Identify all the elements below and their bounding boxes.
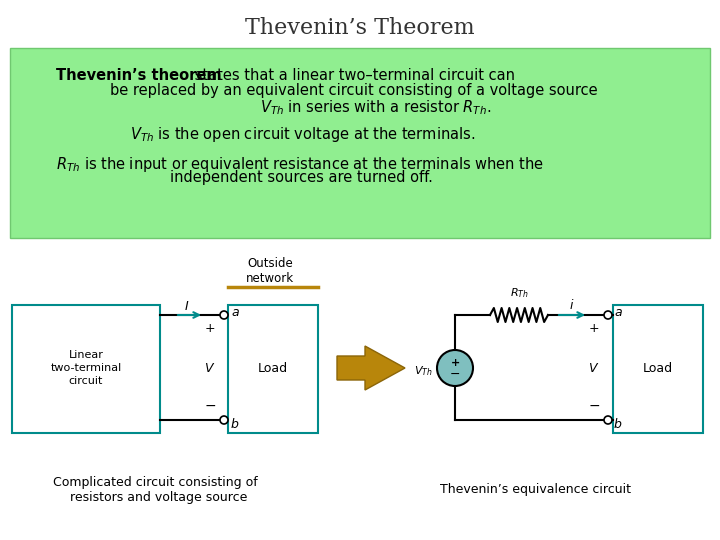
- Text: independent sources are turned off.: independent sources are turned off.: [170, 170, 433, 185]
- Text: Linear
two-terminal
circuit: Linear two-terminal circuit: [50, 350, 122, 386]
- Circle shape: [220, 311, 228, 319]
- Text: $V$: $V$: [588, 361, 600, 375]
- Text: −: −: [588, 399, 600, 413]
- Text: be replaced by an equivalent circuit consisting of a voltage source: be replaced by an equivalent circuit con…: [110, 83, 598, 98]
- Text: +: +: [451, 358, 459, 368]
- Text: $I$: $I$: [184, 300, 189, 313]
- Text: Thevenin’s equivalence circuit: Thevenin’s equivalence circuit: [439, 483, 631, 496]
- Circle shape: [437, 350, 473, 386]
- Text: $\mathit{V_{Th}}$ is the open circuit voltage at the terminals.: $\mathit{V_{Th}}$ is the open circuit vo…: [130, 125, 475, 144]
- Text: Load: Load: [258, 361, 288, 375]
- Circle shape: [604, 311, 612, 319]
- Text: Load: Load: [643, 361, 673, 375]
- Text: b: b: [614, 417, 622, 430]
- Polygon shape: [337, 346, 405, 390]
- Text: −: −: [204, 399, 216, 413]
- Text: b: b: [231, 417, 239, 430]
- Text: a: a: [614, 307, 621, 320]
- Text: $\mathit{V_{Th}}$ in series with a resistor $\mathit{R_{Th}}$.: $\mathit{V_{Th}}$ in series with a resis…: [260, 98, 491, 117]
- Text: $i$: $i$: [570, 298, 575, 312]
- FancyBboxPatch shape: [12, 305, 160, 433]
- Circle shape: [220, 416, 228, 424]
- Text: $R_{Th}$: $R_{Th}$: [510, 286, 528, 300]
- Text: Complicated circuit consisting of
  resistors and voltage source: Complicated circuit consisting of resist…: [53, 476, 257, 504]
- FancyBboxPatch shape: [613, 305, 703, 433]
- Text: a: a: [231, 307, 238, 320]
- Text: Thevenin’s Theorem: Thevenin’s Theorem: [246, 17, 474, 39]
- FancyBboxPatch shape: [10, 48, 710, 238]
- Text: $V$: $V$: [204, 361, 216, 375]
- Text: $V_{Th}$: $V_{Th}$: [414, 364, 433, 378]
- Text: states that a linear two–terminal circuit can: states that a linear two–terminal circui…: [190, 68, 515, 83]
- Text: +: +: [204, 322, 215, 335]
- FancyBboxPatch shape: [228, 305, 318, 433]
- Text: Thevenin’s theorem: Thevenin’s theorem: [56, 68, 222, 83]
- Text: $\mathit{R_{Th}}$ is the input or equivalent resistance at the terminals when th: $\mathit{R_{Th}}$ is the input or equiva…: [56, 155, 544, 174]
- Text: Outside
network: Outside network: [246, 257, 294, 285]
- Text: −: −: [450, 368, 460, 381]
- Circle shape: [604, 416, 612, 424]
- Text: +: +: [589, 322, 599, 335]
